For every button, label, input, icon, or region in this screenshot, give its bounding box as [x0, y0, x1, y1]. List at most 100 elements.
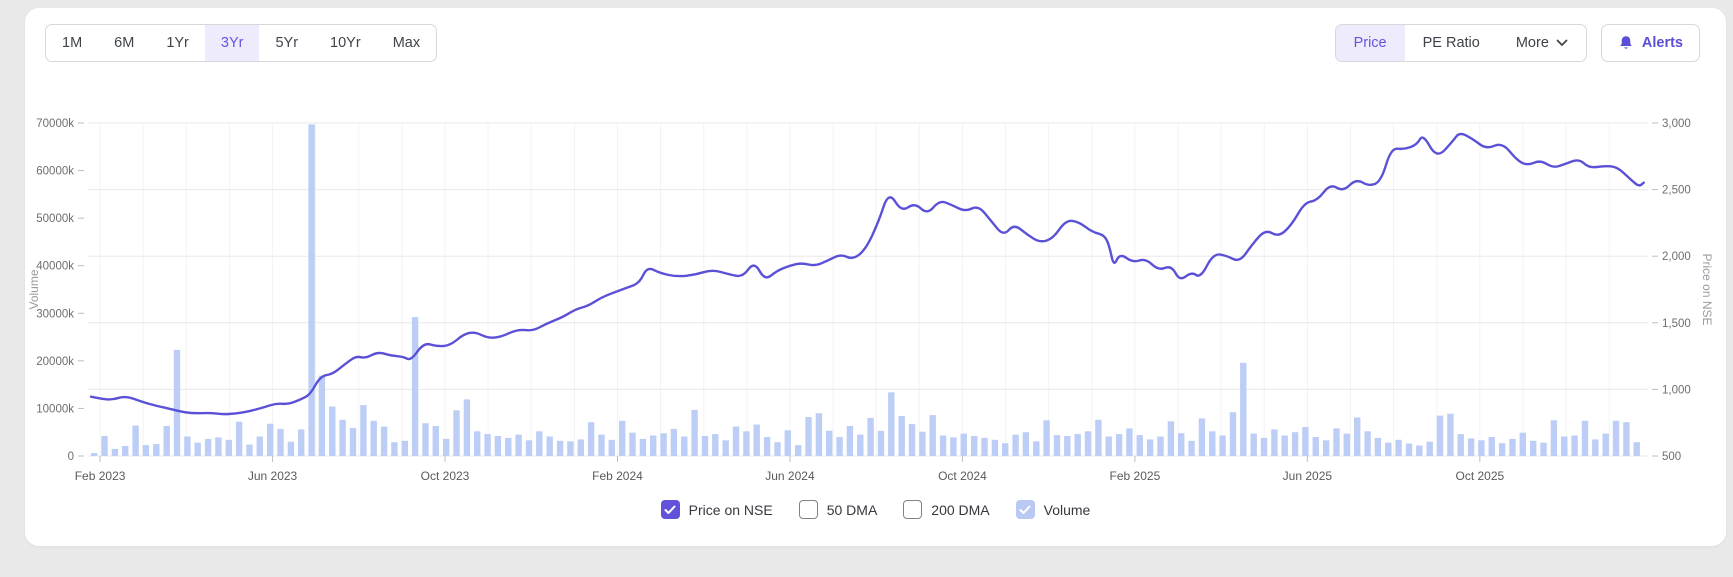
x-axis-label: Oct 2025 — [1455, 469, 1504, 483]
range-button-1m[interactable]: 1M — [46, 25, 98, 61]
metric-button-more[interactable]: More — [1498, 25, 1586, 61]
alerts-button[interactable]: Alerts — [1600, 24, 1700, 62]
volume-bar — [650, 435, 657, 456]
volume-bar — [1322, 440, 1330, 456]
volume-bar — [443, 438, 450, 456]
volume-bar — [608, 439, 615, 456]
legend-item-50-dma[interactable]: 50 DMA — [798, 500, 877, 519]
volume-bar — [1488, 437, 1495, 456]
volume-bar — [1198, 418, 1206, 456]
volume-bar — [846, 426, 854, 456]
x-axis-label: Oct 2024 — [938, 469, 987, 483]
volume-bar — [795, 445, 802, 456]
volume-bar — [1550, 420, 1558, 456]
volume-bar — [898, 416, 905, 456]
volume-bar — [960, 433, 967, 456]
range-button-5yr[interactable]: 5Yr — [259, 25, 314, 61]
volume-bar — [256, 436, 263, 456]
volume-bar — [1188, 440, 1195, 456]
y-axis-label-left: 40000k — [36, 261, 74, 273]
volume-bar — [1395, 439, 1402, 456]
legend-item-price-on-nse[interactable]: Price on NSE — [660, 500, 773, 519]
volume-bar — [981, 437, 988, 456]
metric-button-pe-ratio[interactable]: PE Ratio — [1405, 25, 1498, 61]
volume-bar — [908, 424, 916, 456]
volume-bar — [1405, 443, 1413, 456]
volume-bar — [1209, 431, 1216, 456]
more-button-label: More — [1515, 35, 1549, 51]
volume-bar — [1581, 420, 1589, 456]
range-button-6m[interactable]: 6M — [98, 25, 150, 61]
volume-bar — [1219, 435, 1226, 456]
volume-bar — [184, 436, 191, 456]
volume-bar — [484, 434, 491, 456]
volume-bar — [474, 431, 481, 456]
checkbox-unchecked-icon — [903, 500, 923, 519]
volume-bar — [1612, 420, 1620, 456]
x-axis-label: Feb 2025 — [1110, 469, 1161, 483]
volume-bar — [619, 420, 626, 456]
volume-bar — [1043, 420, 1050, 456]
volume-bar — [173, 349, 181, 456]
volume-bar — [1519, 432, 1526, 456]
volume-bar — [1281, 435, 1288, 456]
volume-bar — [556, 440, 564, 456]
volume-bar — [277, 428, 284, 456]
legend-item-volume[interactable]: Volume — [1015, 500, 1090, 519]
y-axis-label-left: 50000k — [36, 213, 74, 225]
volume-bar — [1074, 434, 1081, 456]
volume-bar — [1540, 442, 1547, 456]
volume-bar — [1002, 443, 1009, 456]
volume-bar — [401, 440, 408, 456]
volume-bar — [1364, 431, 1371, 456]
volume-bar — [1064, 436, 1071, 456]
volume-bar — [101, 436, 108, 456]
volume-bar — [525, 440, 533, 456]
volume-bar — [453, 410, 460, 456]
x-axis-label: Jun 2025 — [1283, 469, 1333, 483]
x-axis-label: Feb 2024 — [592, 469, 643, 483]
range-button-max[interactable]: Max — [377, 25, 436, 61]
legend-item-200-dma[interactable]: 200 DMA — [903, 500, 990, 519]
volume-bar — [536, 431, 543, 456]
volume-bar — [1271, 429, 1278, 456]
volume-bar — [1312, 437, 1319, 456]
volume-bar — [1167, 421, 1175, 456]
volume-bar — [194, 442, 201, 456]
volume-bar — [774, 442, 781, 456]
volume-bar — [877, 430, 885, 456]
volume-bar — [732, 426, 740, 456]
volume-bar — [929, 415, 936, 456]
volume-bar — [298, 429, 305, 456]
volume-bar — [1012, 434, 1019, 456]
right-axis-title: Price on NSE — [1700, 253, 1714, 325]
volume-bar — [1136, 435, 1143, 456]
range-button-1yr[interactable]: 1Yr — [150, 25, 205, 61]
chart-legend: Price on NSE 50 DMA 200 DMA Volume — [25, 500, 1726, 519]
volume-bar — [1571, 435, 1578, 456]
metric-button-price[interactable]: Price — [1335, 25, 1405, 61]
volume-bar — [836, 437, 843, 456]
volume-bar — [494, 436, 502, 456]
volume-bar — [701, 436, 709, 456]
volume-bar — [1457, 434, 1464, 456]
volume-bar — [463, 399, 471, 456]
volume-bar — [142, 445, 150, 456]
volume-bar — [1240, 362, 1247, 456]
volume-bar — [681, 436, 688, 456]
y-axis-label-left: 60000k — [36, 166, 74, 178]
volume-bar — [815, 413, 823, 456]
chart-canvas: 0 10000k 20000k 30000k 40000k 50000k 60000k 700… — [27, 118, 1714, 483]
volume-bar — [391, 442, 398, 456]
price-volume-chart[interactable]: 0 10000k 20000k 30000k 40000k 50000k 60000k 700… — [25, 92, 1726, 496]
volume-bar — [1084, 431, 1092, 456]
volume-bar — [1436, 415, 1444, 456]
volume-bar — [370, 420, 377, 456]
volume-bar — [639, 438, 647, 456]
volume-bar — [1602, 433, 1609, 456]
range-button-3yr[interactable]: 3Yr — [204, 25, 260, 61]
volume-bar — [691, 409, 698, 456]
volume-bar — [132, 425, 139, 456]
range-button-10yr[interactable]: 10Yr — [314, 25, 377, 61]
volume-bar — [422, 423, 429, 456]
